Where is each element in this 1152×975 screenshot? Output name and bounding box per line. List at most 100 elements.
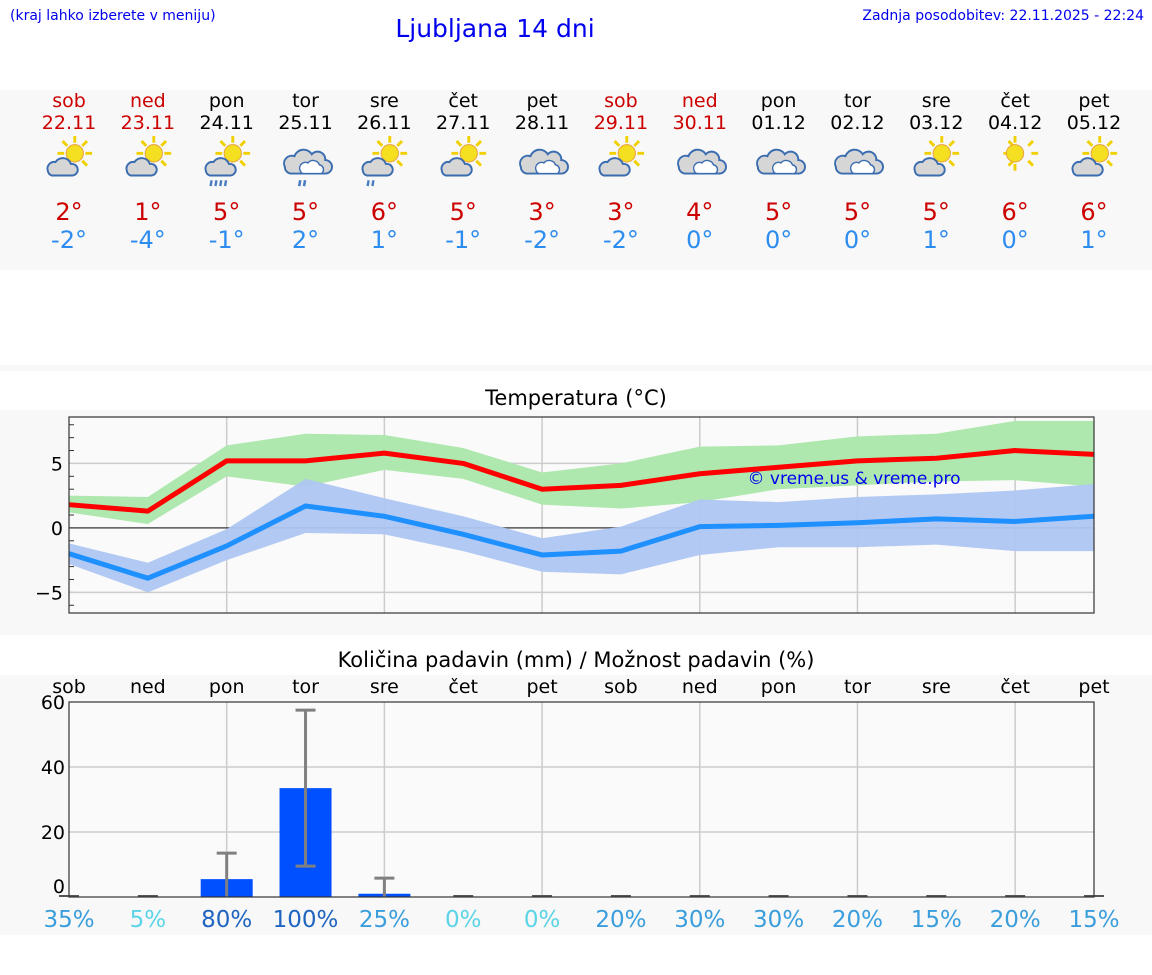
max-temp: 3° (528, 198, 556, 226)
day-forecast: ned 30.11 4° 0° (661, 90, 739, 254)
max-temp: 5° (764, 198, 793, 226)
day-name: čet (1000, 90, 1030, 112)
max-temp: 5° (213, 198, 241, 226)
day-label: sre (370, 676, 399, 698)
temperature-range-band (69, 420, 1094, 525)
max-temp: 6° (1080, 198, 1108, 226)
max-temp: 5° (922, 198, 950, 226)
day-forecast: sob 22.11 2° -2° (30, 90, 108, 254)
cloudy-icon (834, 148, 885, 175)
sun-cloud-icon (1071, 136, 1118, 177)
cloudy-icon (676, 148, 727, 175)
day-date: 28.11 (514, 112, 570, 134)
day-date: 29.11 (593, 112, 649, 134)
day-label: pet (526, 676, 557, 698)
day-forecast: sre 03.12 5° 1° (897, 90, 975, 254)
precipitation-probability: 20% (595, 907, 646, 933)
sun-cloud-light-rain-icon (361, 136, 408, 187)
precipitation-probability: 0% (524, 907, 561, 933)
precipitation-probability: 20% (832, 907, 883, 933)
precipitation-probability: 0% (445, 907, 482, 933)
min-temp: 0° (686, 226, 714, 254)
day-forecast: sob 29.11 3° -2° (582, 90, 660, 254)
precipitation-probability: 25% (359, 907, 410, 933)
day-forecast: pet 28.11 3° -2° (503, 90, 581, 254)
day-forecast: pon 01.12 5° 0° (740, 90, 818, 254)
day-date: 01.12 (751, 112, 806, 134)
sun-cloud-rain-icon (204, 136, 250, 187)
min-temp: -1° (445, 226, 482, 254)
y-tick-label: 0 (53, 876, 65, 898)
day-label: tor (844, 676, 871, 698)
day-label: tor (292, 676, 319, 698)
divider (0, 365, 1152, 371)
temperature-chart: −5 0 5 © vreme.us & vreme.pro (35, 416, 1095, 614)
day-name: pet (1078, 90, 1110, 112)
day-name: čet (448, 90, 479, 112)
min-temp: -2° (51, 226, 87, 254)
plot-frame (68, 701, 1095, 898)
precipitation-probability: 20% (990, 907, 1041, 933)
day-name: ned (681, 90, 718, 112)
location-menu-hint: (kraj lahko izberete v meniju) (10, 8, 216, 24)
day-forecast: pet 05.12 6° 1° (1055, 90, 1133, 254)
y-tick-label: 40 (41, 757, 65, 779)
min-temp: -2° (602, 226, 639, 254)
day-label: sob (604, 676, 638, 698)
precipitation-probability: 5% (130, 907, 167, 933)
temperature-chart-title: Temperatura (°C) (485, 386, 667, 410)
cloudy-icon (755, 148, 806, 175)
max-temp: 5° (449, 198, 477, 226)
last-updated: Zadnja posodobitev: 22.11.2025 - 22:24 (862, 8, 1144, 24)
max-temp: 6° (1001, 198, 1029, 226)
day-date: 26.11 (357, 112, 412, 134)
precipitation-chart: 0204060sob35%ned5%pon80%tor100%sre25%čet… (41, 676, 1120, 933)
precipitation-probability: 100% (273, 907, 339, 933)
min-temp: -4° (129, 226, 166, 254)
day-label: ned (130, 676, 166, 698)
day-name: pon (208, 90, 245, 112)
day-date: 23.11 (120, 112, 176, 134)
sun-icon (1003, 136, 1039, 171)
daily-forecast-strip: sob 22.11 2° -2° ned 23.11 1° -4° pon 24.1… (0, 90, 1152, 270)
day-date: 03.12 (909, 112, 964, 134)
day-date: 25.11 (278, 112, 333, 134)
y-tick-label: 0 (51, 518, 63, 540)
day-label: pet (1078, 676, 1109, 698)
day-label: čet (1000, 676, 1030, 698)
precipitation-probability: 15% (911, 907, 962, 933)
day-name: ned (129, 90, 166, 112)
min-temp: 0° (843, 226, 872, 254)
day-label: pon (209, 676, 245, 698)
precipitation-probability: 80% (201, 907, 252, 933)
precipitation-chart-title: Količina padavin (mm) / Možnost padavin … (337, 648, 815, 672)
plot-area (69, 702, 1094, 897)
max-temp: 5° (291, 198, 320, 226)
day-name: pet (526, 90, 558, 112)
precipitation-probability: 30% (674, 907, 725, 933)
min-temp: 1° (370, 226, 399, 254)
day-forecast: tor 02.12 5° 0° (818, 90, 896, 254)
day-label: sob (52, 676, 86, 698)
day-date: 24.11 (199, 112, 254, 134)
cloudy-icon (519, 148, 570, 175)
y-tick-label: 60 (41, 692, 65, 714)
day-label: pon (761, 676, 797, 698)
min-temp: -1° (208, 226, 245, 254)
y-tick-label: 20 (41, 822, 65, 844)
y-tick-label: −5 (35, 582, 63, 604)
day-date: 27.11 (436, 112, 491, 134)
plot-frame (68, 416, 1095, 614)
day-label: sre (922, 676, 951, 698)
day-name: tor (844, 90, 871, 112)
day-forecast: sre 26.11 6° 1° (345, 90, 423, 254)
max-temp: 1° (134, 198, 162, 226)
day-name: pon (760, 90, 797, 112)
sun-cloud-icon (598, 136, 645, 177)
sun-cloud-icon (46, 136, 93, 177)
min-temp: 1° (922, 226, 950, 254)
min-temp: 0° (1001, 226, 1029, 254)
day-name: tor (292, 90, 319, 112)
day-forecast: čet 04.12 6° 0° (976, 90, 1054, 254)
day-name: sob (52, 90, 86, 112)
